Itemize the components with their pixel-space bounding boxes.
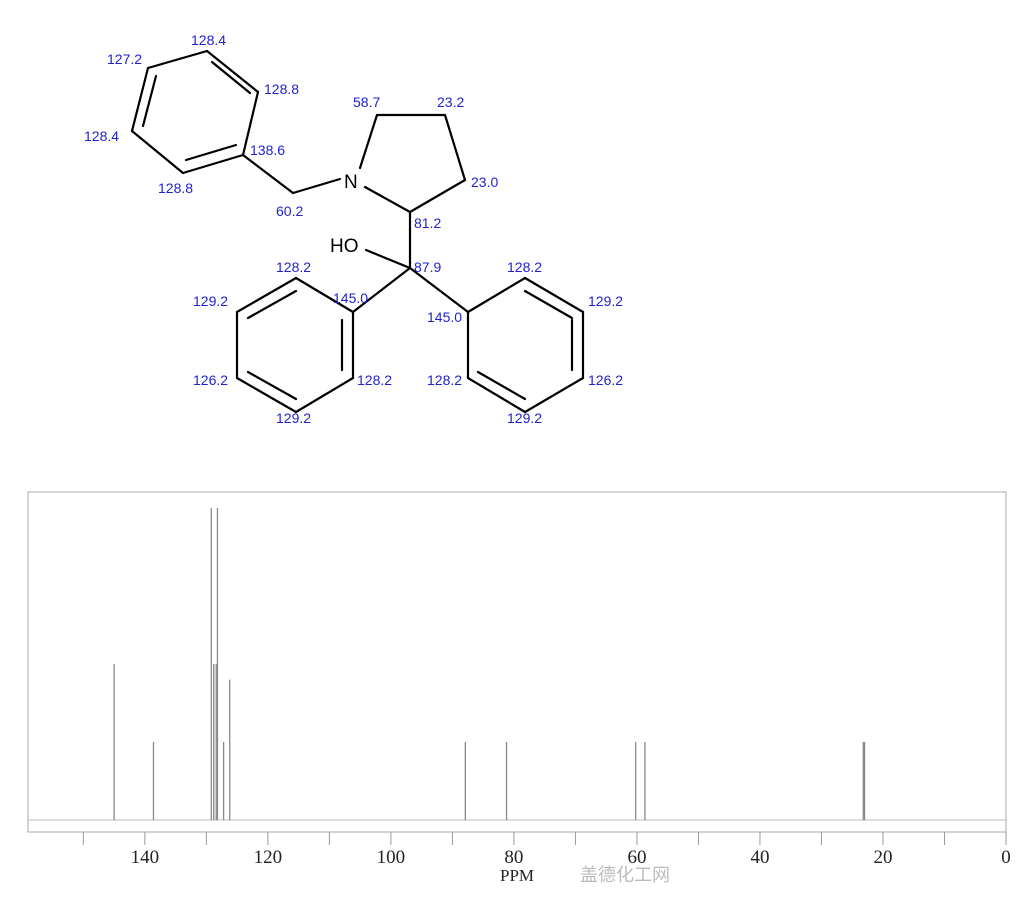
x-tick-label: 20 [873,847,892,868]
shift-label: 128.2 [427,372,462,388]
peaks [113,508,866,820]
shift-label: 87.9 [414,259,441,275]
shift-label: 128.2 [357,372,392,388]
x-tick-label: 60 [627,847,646,868]
shift-label: 129.2 [193,293,228,309]
x-axis: 140 120 100 80 60 40 20 0 [82,832,1011,868]
shift-label: 126.2 [588,372,623,388]
shift-label: 128.8 [158,180,193,196]
shift-label: 127.2 [107,51,142,67]
shift-label: 129.2 [507,410,542,426]
shift-label: 129.2 [588,293,623,309]
atom-nitrogen: N [344,172,358,193]
plot-frame [27,491,1007,833]
x-tick-label: 140 [131,847,160,868]
x-axis-label: PPM [500,866,534,885]
shift-label: 145.0 [427,309,462,325]
shift-label: 128.2 [276,259,311,275]
shift-label: 145.0 [333,290,368,306]
benzyl-ring [130,49,260,175]
x-tick-label: 100 [377,847,406,868]
x-tick-label: 80 [504,847,523,868]
bond-c-right-phenyl [408,266,470,314]
shift-label: 23.2 [437,94,464,110]
bond-ch2-n [291,177,342,195]
shift-label: 23.0 [471,174,498,190]
spectrum-plot: 140 120 100 80 60 40 20 0 PPM 盖德化工网 [27,491,1011,886]
shift-label: 128.4 [191,32,226,48]
bond-c-left-phenyl [351,266,412,314]
x-tick-label: 120 [254,847,283,868]
shift-label: 129.2 [276,410,311,426]
x-tick-label: 40 [750,847,769,868]
right-phenyl-ring [466,276,585,414]
watermark: 盖德化工网 [580,865,670,886]
shift-label: 128.8 [264,81,299,97]
shift-label: 128.2 [507,259,542,275]
shift-label: 128.4 [84,128,119,144]
pyrrolidine-ring [358,113,467,214]
shift-label: 81.2 [414,215,441,231]
bond-c-oh [364,248,412,270]
molecule-structure: N HO 128.4 128.8 127.2 128.4 138.6 128.8… [84,32,623,426]
shift-label: 138.6 [250,142,285,158]
atom-hydroxyl: HO [330,236,359,257]
bond-ch2 [241,153,295,195]
left-phenyl-ring [235,276,355,414]
x-tick-label: 0 [1001,847,1011,868]
shift-label: 60.2 [276,203,303,219]
shift-label: 58.7 [353,94,380,110]
shift-label: 126.2 [193,372,228,388]
